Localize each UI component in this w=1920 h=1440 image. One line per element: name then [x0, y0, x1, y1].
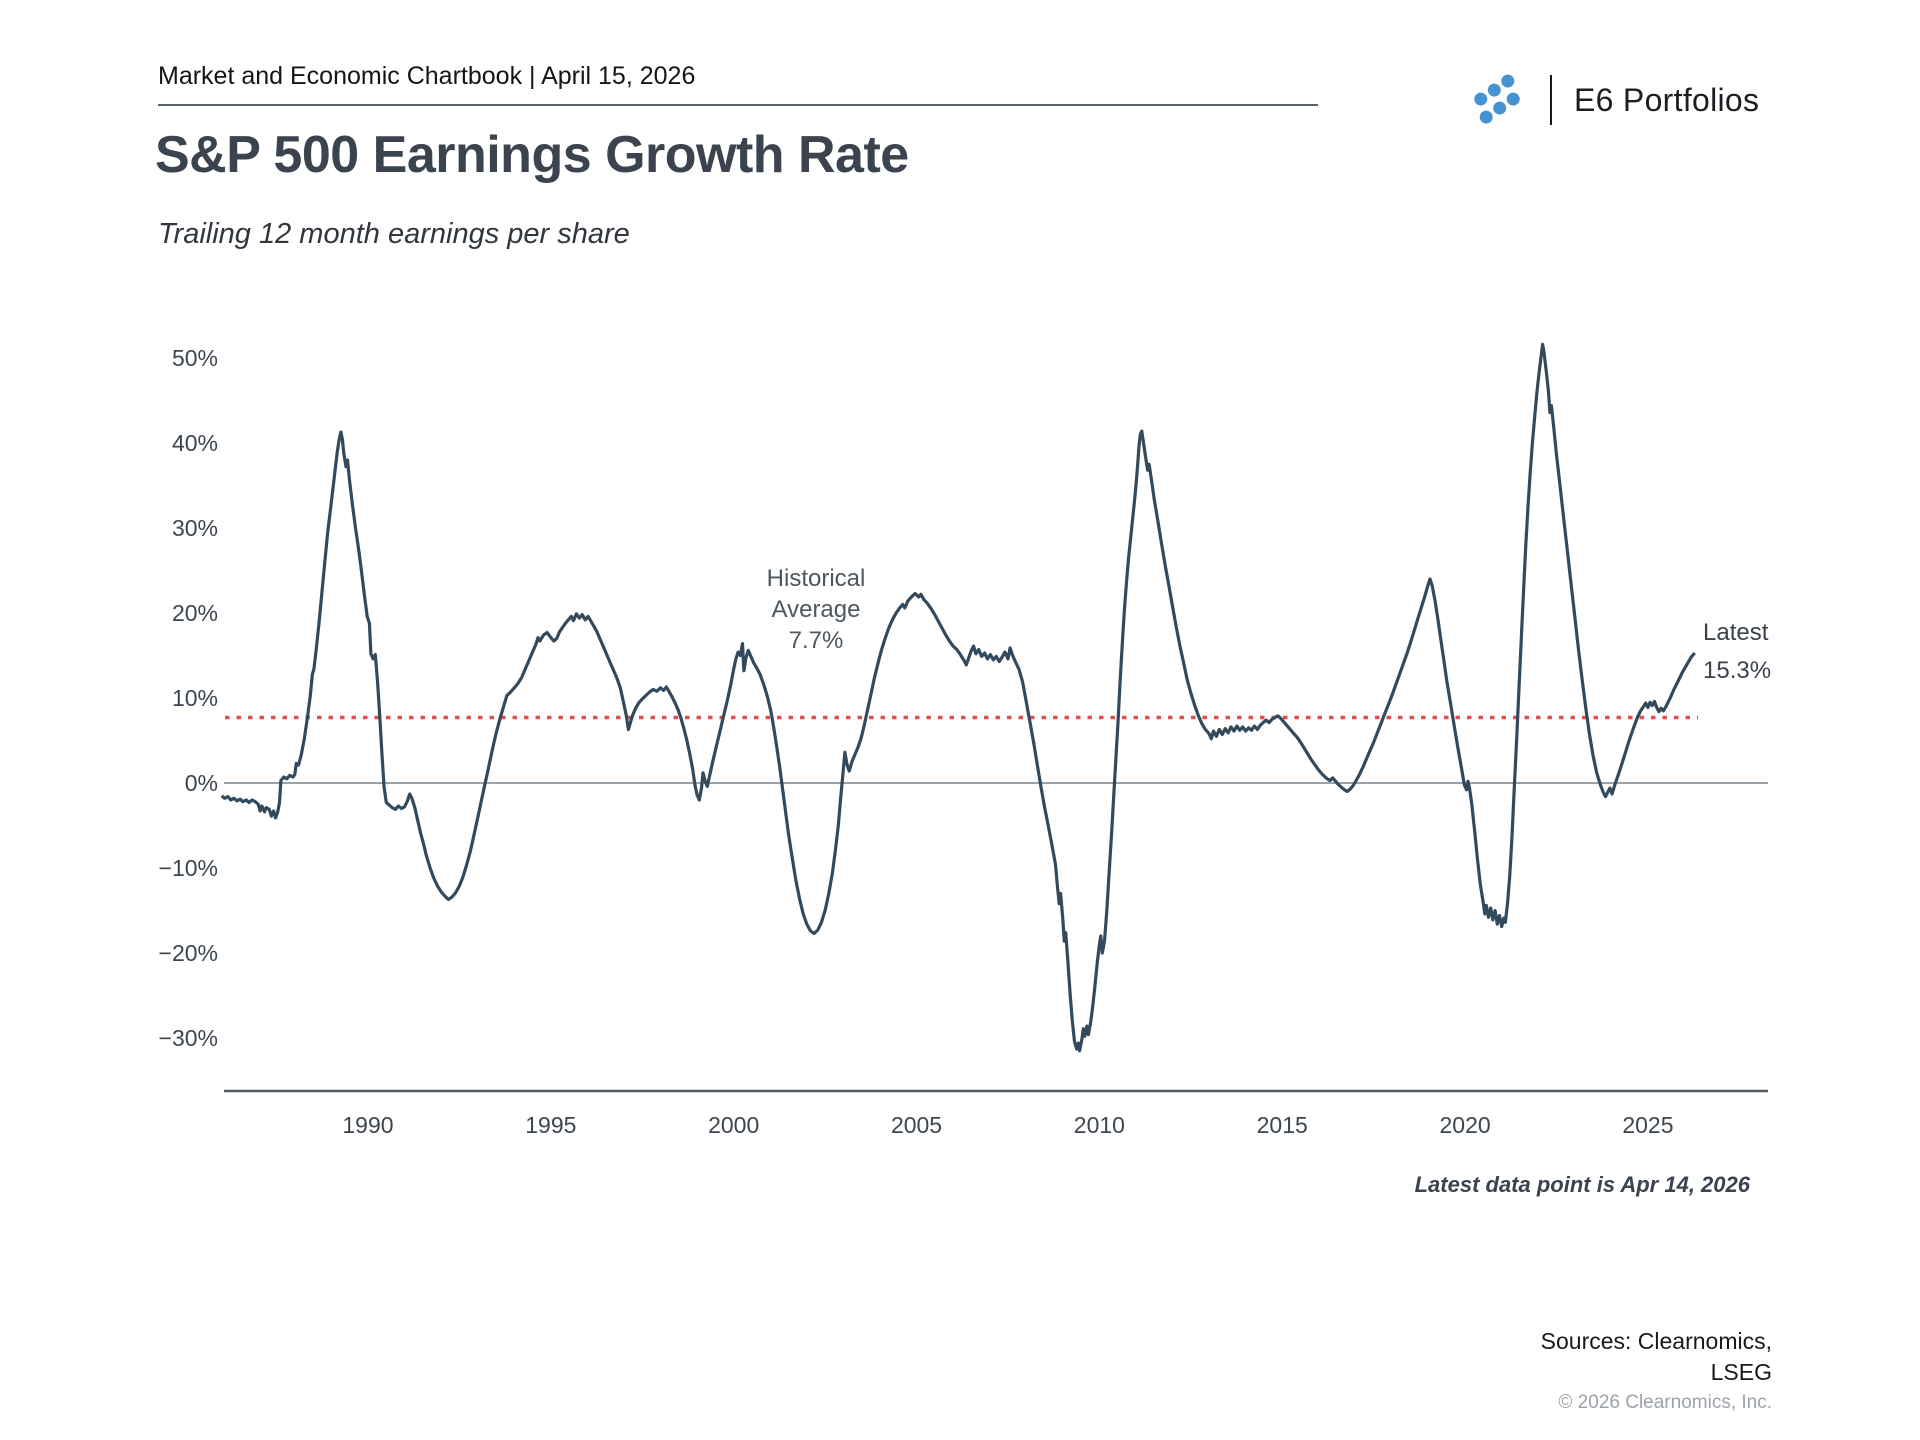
y-tick-label: −10% — [159, 855, 218, 881]
y-axis-tick-labels: 50% 40% 30% 20% 10% 0% −10% −20% −30% — [159, 345, 218, 1051]
page-subtitle: Trailing 12 month earnings per share — [158, 218, 630, 250]
historical-average-label-line2: Average — [772, 596, 861, 623]
y-tick-label: 0% — [185, 770, 218, 796]
sources-line-2: LSEG — [1710, 1359, 1772, 1385]
y-tick-label: 10% — [172, 685, 218, 711]
header-rule — [158, 104, 1318, 106]
copyright-text: © 2026 Clearnomics, Inc. — [1558, 1392, 1772, 1413]
chartbook-header: Market and Economic Chartbook | April 15… — [158, 62, 696, 90]
y-tick-label: 50% — [172, 345, 218, 371]
x-tick-label: 2015 — [1257, 1112, 1308, 1138]
y-tick-label: 40% — [172, 430, 218, 456]
brand-name: E6 Portfolios — [1574, 81, 1760, 118]
brand-divider — [1550, 75, 1552, 125]
latest-data-footnote: Latest data point is Apr 14, 2026 — [1414, 1172, 1750, 1197]
historical-average-label-line1: Historical — [767, 565, 866, 592]
latest-value-label: 15.3% — [1703, 657, 1771, 684]
x-tick-label: 2010 — [1074, 1112, 1125, 1138]
x-tick-label: 2025 — [1622, 1112, 1673, 1138]
brand-logo: E6 Portfolios — [1470, 72, 1759, 128]
sources-line-1: Sources: Clearnomics, — [1540, 1328, 1772, 1354]
x-tick-label: 2005 — [891, 1112, 942, 1138]
eps-growth-series-line — [220, 342, 1696, 1053]
y-tick-label: −20% — [159, 940, 218, 966]
y-tick-label: 20% — [172, 600, 218, 626]
page-title: S&P 500 Earnings Growth Rate — [155, 126, 909, 184]
x-tick-label: 1995 — [525, 1112, 576, 1138]
latest-label: Latest — [1703, 619, 1769, 646]
x-tick-label: 2000 — [708, 1112, 759, 1138]
y-tick-label: 30% — [172, 515, 218, 541]
x-tick-label: 2020 — [1439, 1112, 1490, 1138]
brand-logo-icon — [1474, 74, 1520, 124]
y-tick-label: −30% — [159, 1025, 218, 1051]
historical-average-value-label: 7.7% — [789, 627, 844, 654]
sources-block: Sources: Clearnomics, LSEG © 2026 Clearn… — [1541, 1326, 1772, 1414]
x-axis-tick-labels: 1990 1995 2000 2005 2010 2015 2020 2025 — [342, 1112, 1673, 1138]
x-tick-label: 1990 — [342, 1112, 393, 1138]
